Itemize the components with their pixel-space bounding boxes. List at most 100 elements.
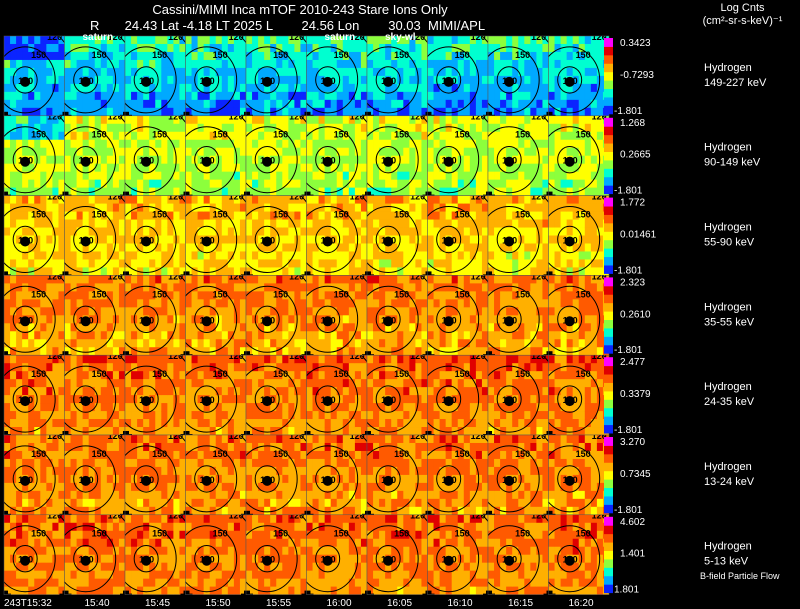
pixel-block	[125, 195, 186, 276]
sun-marker	[443, 316, 454, 327]
contour-label: 180	[381, 76, 396, 86]
colorbar-r1: 1.268 0.2665 -1.801 Hydrogen 90-149 keV	[604, 117, 761, 197]
sun-marker	[443, 475, 454, 486]
contour-label: 120	[410, 32, 425, 42]
contour-label: 180	[381, 395, 396, 405]
sun-marker	[504, 555, 515, 566]
sun-marker	[443, 76, 454, 87]
sun-marker	[141, 76, 152, 87]
pixel-block	[185, 115, 246, 196]
contour-label: 150	[92, 289, 107, 299]
contour-label: 180	[381, 475, 396, 485]
sun-marker	[564, 236, 575, 247]
chart-subtitle: R 24.43 Lat -4.18 LT 2025 L 24.56 Lon 30…	[90, 18, 486, 33]
contour-label: 150	[213, 369, 228, 379]
contour-label: 180	[563, 235, 578, 245]
grid-marker	[543, 593, 556, 597]
colorbar-min: -1.801	[614, 186, 643, 197]
contour-label: 120	[410, 271, 425, 281]
contour-label: 150	[92, 130, 107, 140]
colorbar-max: 1.268	[620, 118, 645, 129]
contour-label: 120	[168, 351, 183, 361]
contour-label: 120	[531, 191, 546, 201]
contour-label: 150	[394, 449, 409, 459]
row-energy: 24-35 keV	[704, 396, 755, 408]
sun-marker	[80, 76, 91, 87]
colorbar-max: 1.772	[620, 198, 645, 209]
contour-label: 120	[229, 271, 244, 281]
contour-label: 180	[442, 76, 457, 86]
contour-label: 120	[47, 511, 62, 521]
contour-label: 120	[410, 112, 425, 122]
contour-label: 180	[502, 395, 517, 405]
sun-marker	[443, 236, 454, 247]
contour-label: 180	[502, 475, 517, 485]
contour-label: 120	[289, 271, 304, 281]
contour-label: 180	[18, 395, 33, 405]
sun-marker	[504, 156, 515, 167]
pixel-block	[64, 195, 125, 276]
contour-label: 180	[18, 156, 33, 166]
contour-label: 180	[79, 235, 94, 245]
contour-label: 150	[92, 50, 107, 60]
sun-marker	[262, 396, 273, 407]
contour-label: 120	[229, 32, 244, 42]
panel-annotation: sky-wl	[385, 32, 416, 43]
contour-label: 180	[260, 156, 275, 166]
contour-label: 120	[471, 32, 486, 42]
colorbar-max: 2.477	[620, 357, 645, 368]
sun-marker	[20, 396, 31, 407]
contour-label: 180	[502, 156, 517, 166]
contour-label: 180	[200, 395, 215, 405]
contour-label: 120	[531, 271, 546, 281]
sun-marker	[141, 475, 152, 486]
contour-label: 120	[471, 191, 486, 201]
contour-label: 120	[108, 351, 123, 361]
panel-annotation: saturn	[83, 32, 114, 43]
footer-note: B-field Particle Flow	[700, 571, 780, 581]
grid-marker	[59, 593, 72, 597]
contour-label: 150	[334, 529, 349, 539]
sun-marker	[20, 156, 31, 167]
time-label: 16:00	[327, 598, 352, 609]
sun-marker	[262, 555, 273, 566]
sun-marker	[262, 475, 273, 486]
contour-label: 150	[31, 289, 46, 299]
contour-label: 120	[229, 511, 244, 521]
contour-label: 180	[200, 235, 215, 245]
contour-label: 180	[563, 156, 578, 166]
pixel-block	[4, 36, 65, 116]
contour-label: 150	[576, 369, 591, 379]
units-line-1: Log Cnts	[720, 2, 765, 14]
time-label: 15:45	[145, 598, 170, 609]
contour-label: 180	[260, 315, 275, 325]
contour-label: 180	[139, 395, 154, 405]
contour-label: 150	[455, 529, 470, 539]
pixel-block	[125, 514, 186, 595]
contour-label: 120	[229, 112, 244, 122]
colorbar-units: Log Cnts (cm²-sr-s-keV)⁻¹	[690, 2, 795, 28]
contour-label: 180	[442, 235, 457, 245]
